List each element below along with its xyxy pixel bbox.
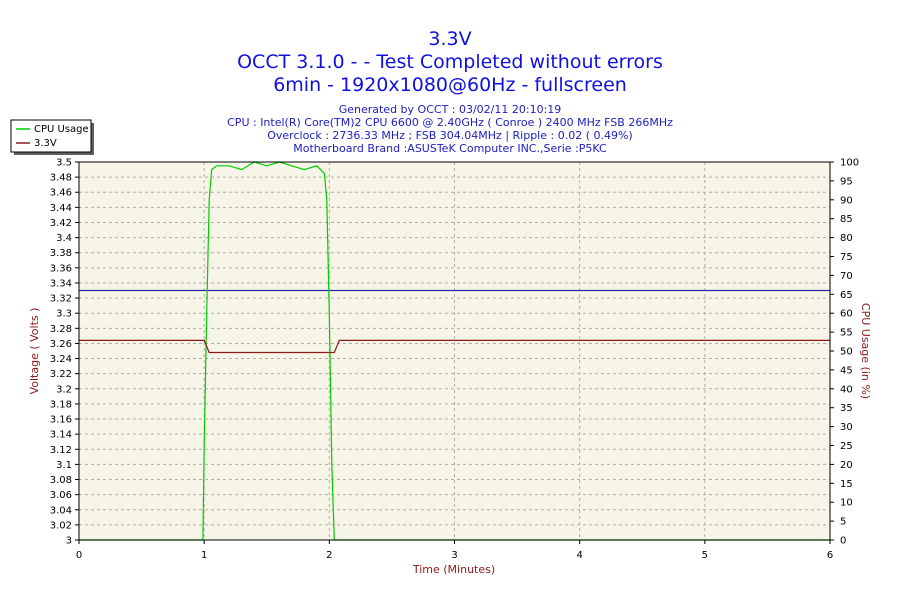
legend-box [10, 119, 92, 153]
y2-tick-label: 55 [840, 328, 853, 339]
x-axis-title: Time (Minutes) [412, 563, 495, 576]
y-tick-label: 3.42 [50, 218, 72, 229]
y-tick-label: 3.18 [50, 399, 72, 410]
y-tick-label: 3.36 [50, 263, 72, 274]
chart-subtitle-2: 6min - 1920x1080@60Hz - fullscreen [273, 74, 627, 96]
y-tick-label: 3.24 [50, 354, 72, 365]
series-group [79, 161, 830, 541]
x-tick-label: 5 [702, 550, 708, 561]
y-tick-label: 3.02 [50, 520, 72, 531]
info-line-motherboard: Motherboard Brand :ASUSTeK Computer INC.… [293, 142, 607, 155]
y-tick-label: 3.5 [56, 158, 72, 169]
y2-tick-label: 65 [840, 290, 853, 301]
y2-tick-label: 95 [840, 176, 853, 187]
y2-tick-label: 10 [840, 498, 853, 509]
y2-tick-label: 35 [840, 403, 853, 414]
chart-title: 3.3V [428, 28, 471, 50]
y-tick-label: 3.04 [50, 505, 72, 516]
y2-tick-label: 25 [840, 441, 853, 452]
y2-tick-label: 80 [840, 233, 853, 244]
x-tick-label: 3 [451, 550, 457, 561]
legend-label-cpu-usage: CPU Usage [34, 124, 89, 135]
y2-tick-label: 5 [840, 517, 846, 528]
y2-tick-label: 40 [840, 384, 853, 395]
y2-tick-label: 15 [840, 479, 853, 490]
x-tick-label: 6 [827, 550, 833, 561]
grid [79, 162, 830, 540]
y2-tick-label: 70 [840, 271, 853, 282]
series-line-3v3 [79, 339, 830, 354]
y2-axis-title: CPU Usage (in %) [859, 303, 872, 399]
y2-tick-label: 30 [840, 422, 853, 433]
y-tick-label: 3.16 [50, 415, 72, 426]
y-axis-title: Voltage ( Volts ) [28, 308, 41, 395]
y2-tick-label: 90 [840, 195, 853, 206]
y-tick-label: 3.34 [50, 278, 72, 289]
x-tick-label: 0 [76, 550, 82, 561]
y-tick-label: 3.14 [50, 430, 72, 441]
y2-tick-label: 20 [840, 460, 853, 471]
y-tick-label: 3.2 [56, 384, 72, 395]
y-tick-label: 3.1 [56, 460, 72, 471]
y-tick-label: 3 [66, 536, 72, 547]
info-line-cpu: CPU : Intel(R) Core(TM)2 CPU 6600 @ 2.40… [227, 116, 673, 129]
legend-label-3v3: 3.3V [34, 138, 57, 149]
y-tick-label: 3.44 [50, 203, 72, 214]
y2-tick-label: 45 [840, 365, 853, 376]
y-tick-label: 3.48 [50, 173, 72, 184]
y2-tick-label: 60 [840, 309, 853, 320]
info-line-overclock: Overclock : 2736.33 MHz ; FSB 304.04MHz … [267, 129, 632, 142]
chart-subtitle-1: OCCT 3.1.0 - - Test Completed without er… [237, 51, 663, 73]
y-tick-label: 3.08 [50, 475, 72, 486]
legend: CPU Usage 3.3V [10, 119, 94, 155]
y-tick-label: 3.4 [56, 233, 72, 244]
y-tick-label: 3.06 [50, 490, 72, 501]
y2-tick-label: 100 [840, 158, 859, 169]
y2-tick-label: 50 [840, 347, 853, 358]
y-tick-label: 3.38 [50, 248, 72, 259]
x-axis-ticks: 0 1 2 3 4 5 6 [76, 540, 833, 561]
x-tick-label: 1 [201, 550, 207, 561]
y-axis-ticks: 3 3.02 3.04 3.06 3.08 3.1 3.12 3.14 3.16 3.18 3.2 3… [50, 158, 79, 547]
x-tick-label: 2 [326, 550, 332, 561]
y-tick-label: 3.32 [50, 294, 72, 305]
y-tick-label: 3.3 [56, 309, 72, 320]
y-tick-label: 3.28 [50, 324, 72, 335]
y-tick-label: 3.26 [50, 339, 72, 350]
y2-tick-label: 85 [840, 214, 853, 225]
y2-tick-label: 0 [840, 536, 846, 547]
y-tick-label: 3.12 [50, 445, 72, 456]
y-tick-label: 3.46 [50, 188, 72, 199]
y2-axis-ticks: 0 5 10 15 20 25 30 35 40 45 50 55 60 65 70 75 80 85 90 95 10… [830, 158, 859, 547]
info-line-generated: Generated by OCCT : 03/02/11 20:10:19 [339, 103, 562, 116]
series-line-cpu-usage [79, 161, 830, 541]
x-tick-label: 4 [576, 550, 582, 561]
y-tick-label: 3.22 [50, 369, 72, 380]
y2-tick-label: 75 [840, 252, 853, 263]
